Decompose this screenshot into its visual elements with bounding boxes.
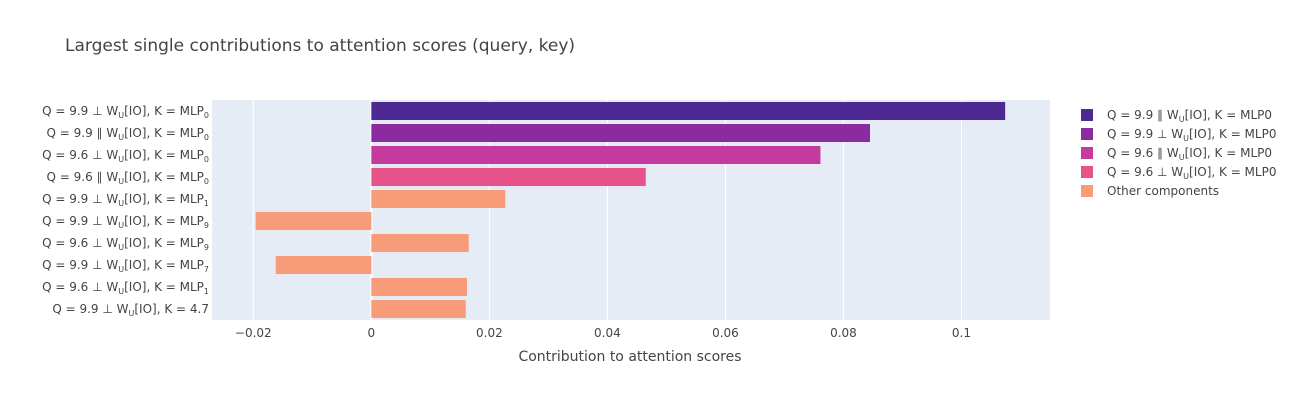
y-tick-labels: Q = 9.9 ⊥ WU[IO], K = MLP0 Q = 9.9 ∥ WU[I… bbox=[42, 104, 209, 318]
legend-label: Other components bbox=[1107, 184, 1219, 198]
legend-swatch bbox=[1081, 109, 1093, 121]
x-tick-label: 0.06 bbox=[712, 326, 739, 340]
y-tick-label: Q = 9.9 ⊥ WU[IO], K = MLP0 bbox=[42, 104, 209, 120]
bar bbox=[371, 101, 1006, 121]
bar bbox=[371, 167, 646, 187]
legend[interactable]: Q = 9.9 ∥ WU[IO], K = MLP0 Q = 9.9 ⊥ WU[I… bbox=[1081, 108, 1276, 198]
y-tick-label: Q = 9.9 ⊥ WU[IO], K = MLP1 bbox=[42, 192, 209, 208]
legend-label: Q = 9.6 ⊥ WU[IO], K = MLP0 bbox=[1107, 165, 1276, 181]
chart-title: Largest single contributions to attentio… bbox=[65, 36, 575, 56]
bar bbox=[255, 211, 372, 231]
bar bbox=[371, 277, 467, 297]
y-tick-label: Q = 9.9 ⊥ WU[IO], K = MLP7 bbox=[42, 258, 209, 274]
bars-group bbox=[255, 101, 1006, 319]
x-tick-label: 0.1 bbox=[952, 326, 971, 340]
legend-label: Q = 9.9 ∥ WU[IO], K = MLP0 bbox=[1107, 108, 1272, 124]
bar bbox=[371, 299, 466, 319]
bar bbox=[371, 233, 469, 253]
y-tick-label: Q = 9.6 ⊥ WU[IO], K = MLP1 bbox=[42, 280, 209, 296]
y-tick-label: Q = 9.9 ∥ WU[IO], K = MLP0 bbox=[47, 126, 209, 142]
bar bbox=[275, 255, 372, 275]
bar bbox=[371, 123, 871, 143]
x-tick-labels: −0.02 0 0.02 0.04 0.06 0.08 0.1 bbox=[235, 326, 971, 340]
legend-label: Q = 9.6 ∥ WU[IO], K = MLP0 bbox=[1107, 146, 1272, 162]
x-axis-title: Contribution to attention scores bbox=[518, 349, 741, 365]
bar bbox=[371, 145, 821, 165]
y-tick-label: Q = 9.6 ⊥ WU[IO], K = MLP0 bbox=[42, 148, 209, 164]
legend-swatch bbox=[1081, 166, 1093, 178]
x-tick-label: 0.02 bbox=[476, 326, 503, 340]
y-tick-label: Q = 9.6 ⊥ WU[IO], K = MLP9 bbox=[42, 236, 209, 252]
legend-swatch bbox=[1081, 147, 1093, 159]
legend-swatch bbox=[1081, 185, 1093, 197]
bar bbox=[371, 189, 506, 209]
y-tick-label: Q = 9.9 ⊥ WU[IO], K = MLP9 bbox=[42, 214, 209, 230]
y-tick-label: Q = 9.9 ⊥ WU[IO], K = 4.7 bbox=[52, 302, 209, 318]
legend-label: Q = 9.9 ⊥ WU[IO], K = MLP0 bbox=[1107, 127, 1276, 143]
legend-swatch bbox=[1081, 128, 1093, 140]
x-tick-label: 0.04 bbox=[594, 326, 621, 340]
x-tick-label: −0.02 bbox=[235, 326, 272, 340]
x-tick-label: 0.08 bbox=[830, 326, 857, 340]
x-tick-label: 0 bbox=[368, 326, 376, 340]
y-tick-label: Q = 9.6 ∥ WU[IO], K = MLP0 bbox=[47, 170, 209, 186]
